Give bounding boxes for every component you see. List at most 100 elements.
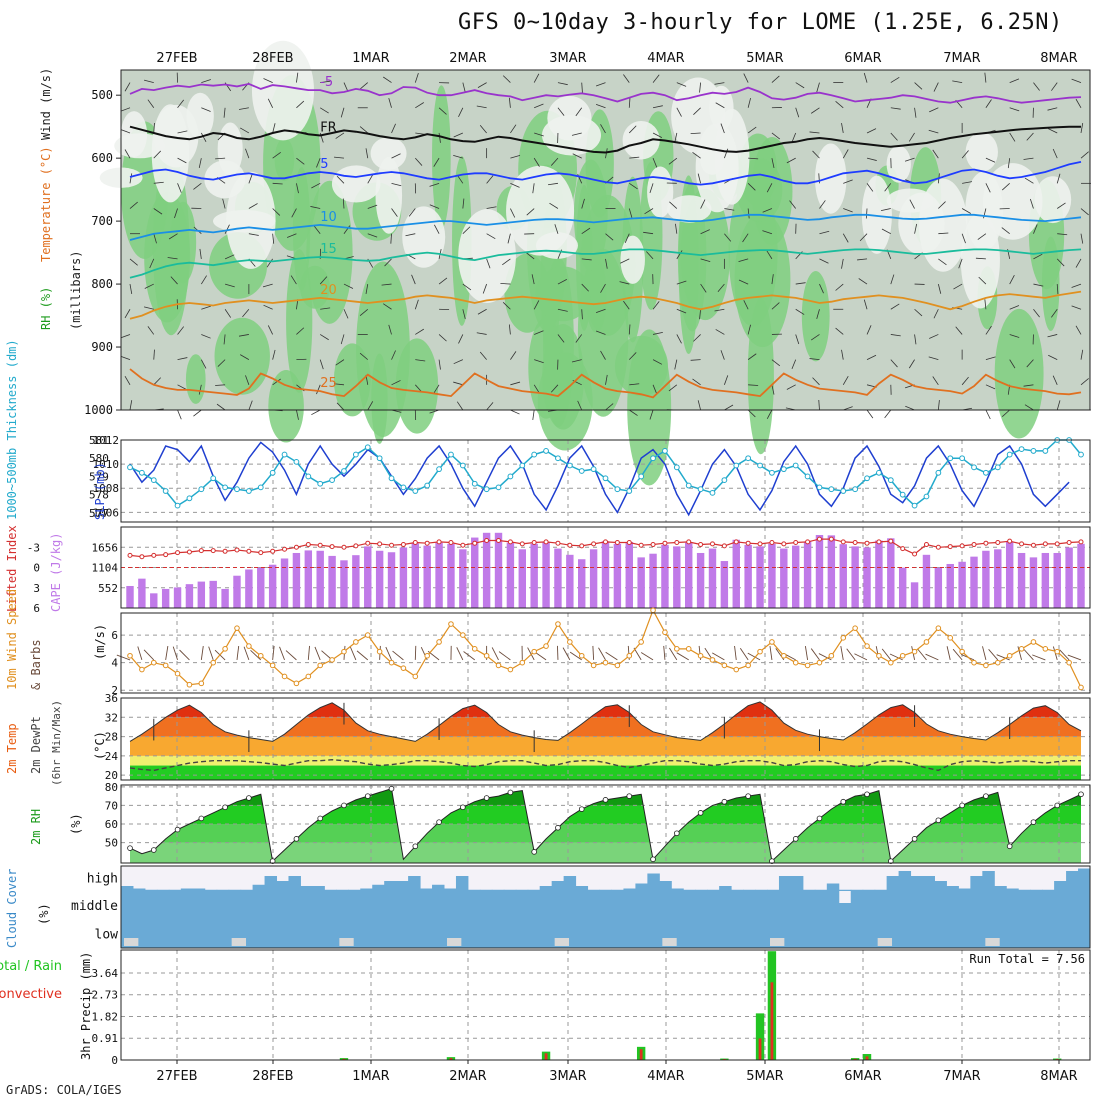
- cloud-bar-middle: [348, 891, 361, 921]
- cloud-bar-low: [1018, 921, 1031, 948]
- wind-barb: [842, 375, 849, 386]
- wind-speed-point: [246, 643, 252, 649]
- cloud-bar-high: [467, 889, 481, 891]
- wind-barb: [510, 381, 521, 386]
- wind-barb: [581, 227, 591, 235]
- top-date-label: 8MAR: [1040, 51, 1077, 66]
- cloud-bar-low: [599, 921, 612, 948]
- wind-barb: [880, 208, 891, 211]
- wind-barb: [693, 107, 701, 116]
- wind-barb: [595, 82, 606, 87]
- precip-tick-label: 0: [111, 1054, 118, 1067]
- wind-barb: [365, 148, 369, 159]
- cloud-bar-high: [767, 889, 780, 891]
- pressure-tick-label: 600: [91, 151, 113, 165]
- thickness-point: [341, 468, 347, 474]
- wind-barb: [177, 183, 182, 193]
- wind-speed-point: [614, 662, 621, 669]
- precip-tick-label: 1.82: [92, 1010, 119, 1023]
- cape-bar: [1053, 552, 1061, 608]
- lifted-index-point: [1042, 541, 1048, 547]
- cloud-bar-middle: [276, 891, 289, 921]
- thickness-point: [222, 484, 229, 491]
- wind-barb: [547, 182, 559, 186]
- rh-band: [130, 824, 1081, 843]
- rh-moist-patch: [152, 156, 190, 336]
- wind-barb: [458, 334, 464, 344]
- temp-band: [130, 736, 1081, 756]
- rh-point: [436, 819, 442, 825]
- cloud-bar-middle: [659, 891, 672, 921]
- wind-barb: [623, 300, 630, 310]
- cloud-bar-low: [1054, 921, 1067, 948]
- wind-speed-point: [994, 659, 1001, 666]
- wind-speed-point: [424, 652, 430, 659]
- wind-speed-point: [781, 652, 787, 659]
- cloud-bar-high: [898, 871, 912, 891]
- lifted-index-point: [947, 544, 953, 550]
- pressure-tick-label: 800: [91, 277, 113, 291]
- cloud-bar-low: [396, 921, 409, 948]
- rh-band: [130, 805, 1081, 824]
- rh-point: [1030, 819, 1037, 825]
- cloud-low-gap: [124, 938, 139, 946]
- cape-bar: [661, 544, 669, 608]
- cloud-bar-low: [1006, 921, 1019, 948]
- temp-tick-label: 20: [105, 769, 118, 782]
- thickness-point: [804, 473, 811, 480]
- rh-dry-patch: [666, 195, 712, 223]
- rh2m-axis-label: 2m RH: [29, 809, 43, 845]
- wind-barb: [1009, 78, 1020, 83]
- cloud-bar-middle: [1030, 891, 1043, 921]
- isotherm-label: FR: [320, 120, 337, 135]
- cloud-bar-high: [982, 871, 995, 891]
- wind-barb: [1056, 284, 1059, 295]
- cloud-bar-high: [515, 889, 529, 891]
- wind-speed-point: [127, 652, 133, 659]
- cape-bar: [364, 546, 372, 608]
- wind-barb: [526, 208, 535, 216]
- surface-wind-barb: [1017, 646, 1022, 661]
- cloud-bar-low: [838, 921, 852, 948]
- surface-wind-barb: [881, 648, 892, 661]
- cloud-axis-label: Cloud Cover: [5, 869, 19, 948]
- wind-barb: [534, 132, 544, 137]
- lifted-index-point: [971, 542, 977, 548]
- cloud-bar-low: [384, 921, 397, 948]
- wind-barb: [316, 384, 321, 395]
- wind-barb: [391, 153, 401, 159]
- wind-barb: [336, 175, 345, 184]
- wind-barb: [819, 230, 830, 235]
- precip-frame: [120, 949, 1091, 1061]
- cloud-bar-middle: [1006, 891, 1019, 921]
- surface-wind-barb: [925, 653, 939, 661]
- cloud-bar-low: [192, 921, 206, 948]
- rh-point: [697, 810, 704, 816]
- wind-barb: [367, 204, 378, 209]
- cape-bar: [696, 552, 705, 608]
- rh-point: [150, 847, 157, 853]
- wind-barb: [1001, 227, 1010, 235]
- wind-barb: [676, 107, 682, 117]
- cloud-low-gap: [231, 938, 247, 946]
- wind-speed-point: [234, 625, 240, 631]
- cloud-bar-high: [384, 881, 397, 891]
- surface-wind-barb: [712, 652, 725, 661]
- wind-barb: [267, 325, 274, 335]
- wind-barb: [359, 82, 369, 90]
- wind-barb: [429, 182, 440, 187]
- temp-band: [130, 755, 1081, 766]
- surface-wind-barb: [208, 646, 214, 661]
- wind-speed-point: [567, 639, 573, 645]
- wind-barb: [652, 132, 663, 139]
- thickness-point: [471, 480, 478, 487]
- cloud-bar-middle: [707, 891, 720, 921]
- rh-point: [887, 858, 894, 864]
- wind-speed-point: [531, 648, 537, 655]
- wind-barb: [795, 334, 800, 345]
- surface-wind-barb: [810, 648, 820, 661]
- cape-bar: [803, 541, 812, 608]
- lifted-index-point: [614, 540, 620, 546]
- wind-barb: [434, 224, 440, 234]
- cloud-bar-middle: [444, 891, 457, 921]
